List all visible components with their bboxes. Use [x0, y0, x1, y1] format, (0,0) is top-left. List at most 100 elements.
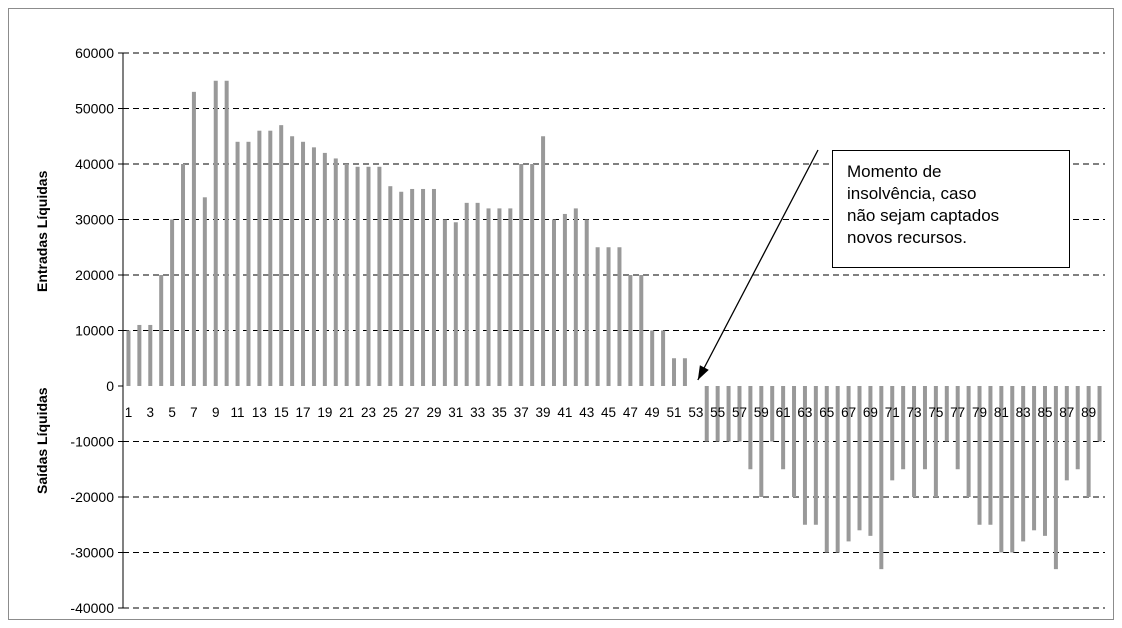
bar	[497, 208, 502, 386]
bar	[508, 208, 513, 386]
bar	[388, 186, 393, 386]
y-tick-label: 40000	[75, 156, 114, 172]
x-tick-label: 29	[426, 405, 441, 420]
bar	[442, 219, 447, 386]
bar	[519, 164, 524, 386]
bar	[726, 386, 731, 442]
bar	[879, 386, 884, 570]
y-tick-label: 60000	[75, 45, 114, 61]
y-tick-label: -10000	[70, 434, 114, 450]
x-tick-label: 47	[623, 405, 638, 420]
bar	[835, 386, 840, 553]
bar	[246, 141, 251, 386]
x-tick-label: 61	[776, 405, 791, 420]
y-tick-label: -40000	[70, 600, 114, 616]
bar	[933, 386, 938, 497]
y-tick-label: 20000	[75, 267, 114, 283]
bar	[650, 330, 655, 386]
bar	[977, 386, 982, 525]
x-tick-label: 77	[950, 405, 965, 420]
x-tick-label: 71	[885, 405, 900, 420]
bar	[377, 166, 382, 386]
bar	[824, 386, 829, 553]
gridlines	[118, 52, 1105, 609]
bar	[562, 213, 567, 386]
x-tick-label: 49	[645, 405, 660, 420]
bar	[1021, 386, 1026, 542]
bar	[639, 275, 644, 386]
bar	[344, 164, 349, 386]
bar	[1042, 386, 1047, 536]
x-tick-label: 53	[688, 405, 703, 420]
x-tick-label: 55	[710, 405, 725, 420]
x-tick-label: 83	[1016, 405, 1031, 420]
x-tick-label: 87	[1059, 405, 1074, 420]
bar	[999, 386, 1004, 553]
bar	[453, 222, 458, 386]
bar	[966, 386, 971, 497]
bar	[301, 141, 306, 386]
annotation-callout: Momento de insolvência, caso não sejam c…	[832, 150, 1070, 268]
bar	[868, 386, 873, 536]
bars	[126, 80, 1102, 570]
x-tick-label: 51	[666, 405, 681, 420]
bar	[126, 330, 131, 386]
x-tick-label: 19	[317, 405, 332, 420]
bar	[988, 386, 993, 525]
annotation-line-4: novos recursos.	[847, 228, 967, 247]
x-tick-label: 15	[274, 405, 289, 420]
bar	[410, 188, 415, 386]
x-tick-label: 17	[296, 405, 311, 420]
x-tick-label: 57	[732, 405, 747, 420]
x-tick-label: 9	[212, 405, 220, 420]
bar	[857, 386, 862, 531]
bar	[606, 247, 611, 386]
bar	[1064, 386, 1069, 481]
y-tick-label: 0	[106, 378, 114, 394]
bar	[1053, 386, 1058, 570]
annotation-arrow	[697, 149, 819, 381]
x-tick-label: 63	[797, 405, 812, 420]
bar	[770, 386, 775, 442]
bar	[541, 136, 546, 386]
x-tick-label: 73	[907, 405, 922, 420]
x-tick-label: 3	[147, 405, 155, 420]
bar	[617, 247, 622, 386]
bar	[759, 386, 764, 497]
x-tick-label: 7	[190, 405, 198, 420]
bar	[1097, 386, 1102, 442]
y-tick-label: -20000	[70, 489, 114, 505]
bar	[311, 147, 316, 386]
x-tick-label: 85	[1037, 405, 1052, 420]
bar	[355, 166, 360, 386]
bar	[704, 386, 709, 442]
x-tick-label: 67	[841, 405, 856, 420]
bar	[322, 152, 327, 386]
bar	[181, 164, 186, 386]
x-tick-label: 31	[448, 405, 463, 420]
x-tick-label: 27	[405, 405, 420, 420]
bar	[737, 386, 742, 442]
y-axis-label-positive: Entradas Líquidas	[34, 170, 50, 292]
bar	[901, 386, 906, 470]
x-tick-label: 79	[972, 405, 987, 420]
x-tick-label: 37	[514, 405, 529, 420]
bar	[290, 136, 295, 386]
y-tick-labels: 60000 50000 40000 30000 20000 10000 0 -10000 -20…	[70, 45, 114, 616]
y-tick-label: -30000	[70, 545, 114, 561]
bar	[486, 208, 491, 386]
bar	[661, 330, 666, 386]
bar	[1032, 386, 1037, 531]
x-tick-label: 75	[928, 405, 943, 420]
arrow-line	[697, 149, 819, 381]
bar	[530, 164, 535, 386]
bar	[1086, 386, 1091, 497]
bar	[235, 141, 240, 386]
bar	[715, 386, 720, 442]
bar	[922, 386, 927, 470]
x-tick-label: 11	[231, 405, 245, 420]
x-tick-label: 69	[863, 405, 878, 420]
bar	[846, 386, 851, 542]
bar	[421, 188, 426, 386]
